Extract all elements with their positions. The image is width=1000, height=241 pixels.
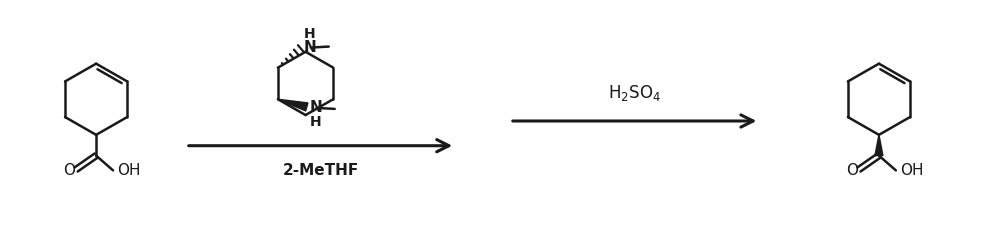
Text: H: H [304, 27, 315, 41]
Text: N: N [304, 40, 317, 55]
Text: O: O [846, 163, 858, 178]
Text: OH: OH [117, 163, 141, 178]
Text: O: O [63, 163, 75, 178]
Polygon shape [875, 135, 883, 156]
Text: N: N [310, 100, 323, 115]
Text: H$_2$SO$_4$: H$_2$SO$_4$ [608, 83, 661, 103]
Text: H: H [310, 115, 321, 129]
Text: 2-MeTHF: 2-MeTHF [282, 163, 359, 178]
Polygon shape [278, 99, 308, 111]
Text: OH: OH [900, 163, 924, 178]
